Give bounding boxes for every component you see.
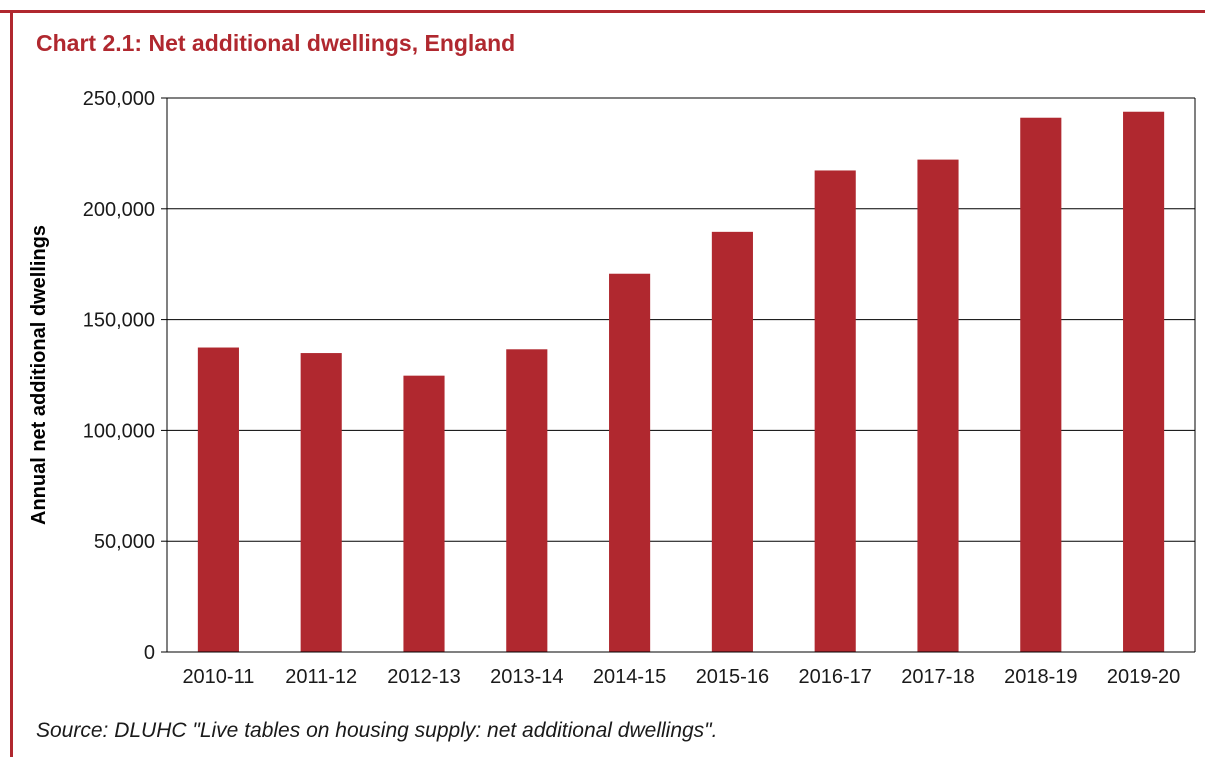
bars — [197, 111, 1165, 652]
y-axis-title: Annual net additional dwellings — [28, 225, 50, 525]
bar — [814, 170, 856, 652]
chart-source-note: Source: DLUHC "Live tables on housing su… — [36, 719, 718, 742]
x-tick-label: 2014-15 — [593, 666, 666, 688]
bar — [300, 353, 342, 652]
bar — [1123, 111, 1165, 652]
x-tick-label: 2015-16 — [696, 666, 769, 688]
bar — [917, 159, 959, 652]
axes — [161, 97, 1196, 653]
x-tick-label: 2017-18 — [901, 666, 974, 688]
x-tick-label: 2010-11 — [182, 666, 254, 688]
y-tick-label: 0 — [144, 642, 155, 664]
x-tick-labels: 2010-11 2011-12 2012-13 2013-14 2014-15 2015-… — [182, 666, 1180, 688]
y-tick-label: 250,000 — [83, 88, 155, 110]
x-tick-label: 2012-13 — [387, 666, 460, 688]
bar — [609, 273, 651, 652]
bar — [403, 375, 445, 652]
bar — [506, 349, 548, 652]
bar — [197, 347, 239, 652]
bar — [711, 231, 753, 652]
x-tick-label: 2019-20 — [1107, 666, 1180, 688]
y-tick-label: 50,000 — [94, 531, 155, 553]
y-tick-labels: 0 50,000 100,000 150,000 200,000 250,000 — [83, 88, 155, 664]
x-tick-label: 2013-14 — [490, 666, 563, 688]
x-tick-label: 2018-19 — [1004, 666, 1077, 688]
bar — [1020, 117, 1062, 652]
y-tick-label: 200,000 — [83, 199, 155, 221]
top-border-rule — [0, 10, 1205, 13]
left-border-rule — [10, 10, 13, 757]
x-tick-label: 2016-17 — [798, 666, 871, 688]
y-tick-label: 100,000 — [83, 420, 155, 442]
chart-title: Chart 2.1: Net additional dwellings, Eng… — [36, 30, 516, 56]
x-tick-label: 2011-12 — [285, 666, 357, 688]
y-tick-label: 150,000 — [83, 310, 155, 332]
